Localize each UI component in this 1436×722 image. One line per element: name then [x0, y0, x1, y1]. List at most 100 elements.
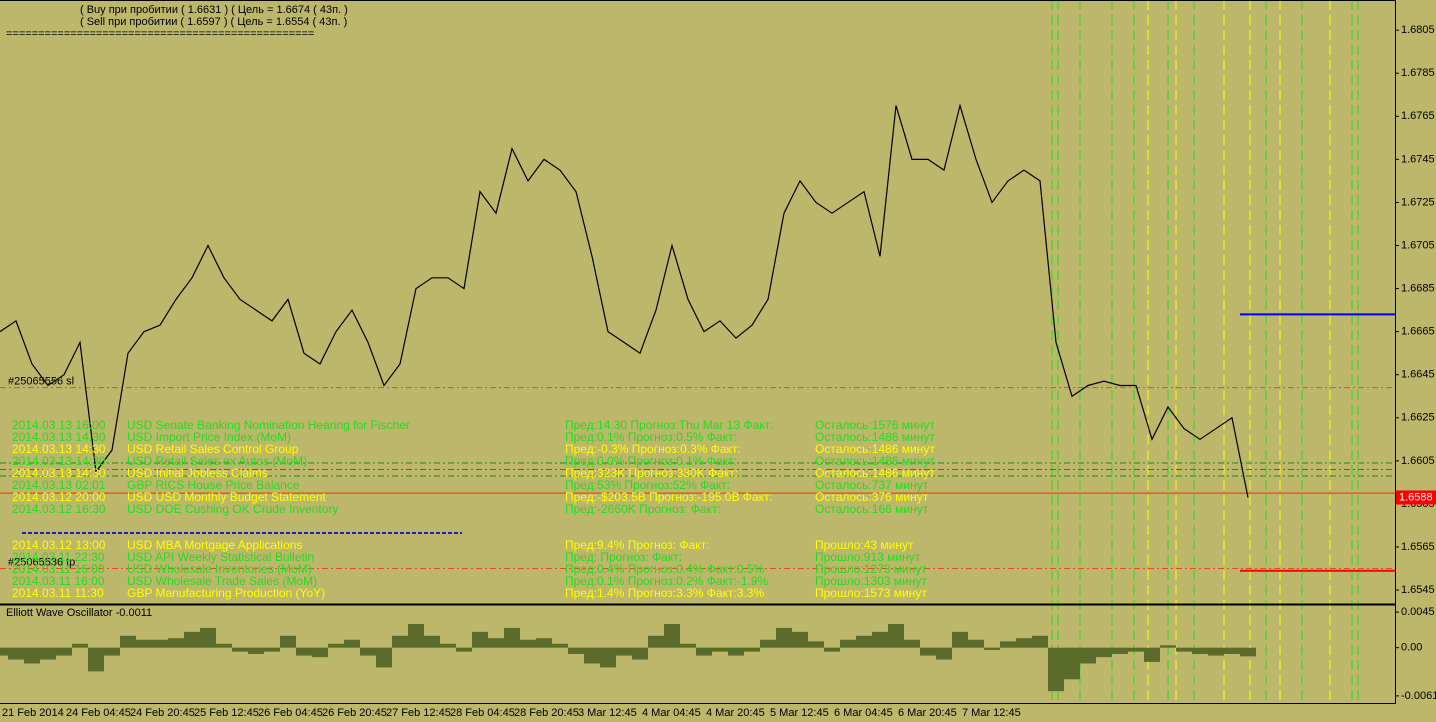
y-tick-label: 0.0045 [1401, 606, 1435, 618]
oscillator-bar [200, 627, 216, 648]
oscillator-bar [1240, 647, 1256, 657]
x-tick-label: 28 Feb 20:45 [514, 707, 579, 719]
news-time: Осталось:1576 минут [815, 418, 935, 432]
news-forecast: Пред:-$203.5B Прогноз:-195.0B Факт: [565, 490, 773, 504]
news-forecast: Пред:0.1% Прогноз:0.2% Факт:-1.9% [565, 574, 768, 588]
oscillator-bar [664, 623, 680, 648]
oscillator-bar [696, 647, 712, 656]
y-tick-label: 1.6625 [1401, 412, 1435, 424]
oscillator-bar [888, 623, 904, 648]
oscillator-bar [952, 631, 968, 648]
news-event: USD Retail Sales Control Group [127, 442, 299, 456]
news-table: 2014.03.13 16:00 USD Senate Banking Nomin… [12, 418, 935, 600]
oscillator-bar [632, 647, 648, 660]
oscillator-bar [552, 643, 568, 648]
x-tick-label: 4 Mar 20:45 [706, 707, 765, 719]
news-event: USD Retail Sales ex Autos (MoM) [127, 454, 307, 468]
oscillator-bar [872, 631, 888, 648]
oscillator-bar [1128, 647, 1144, 652]
news-forecast: Пред:-0.3% Прогноз:0.3% Факт: [565, 442, 741, 456]
oscillator-bar [1064, 647, 1080, 680]
oscillator-bar [264, 647, 280, 652]
y-tick-label: -0.0061 [1401, 690, 1436, 702]
news-date: 2014.03.12 16:30 [12, 502, 106, 516]
y-tick-label: 1.6805 [1401, 24, 1435, 36]
news-forecast: Пред:0.4% Прогноз:0.4% Факт:0.5% [565, 562, 764, 576]
price-line [0, 103, 1249, 498]
oscillator-bar [1032, 635, 1048, 648]
price-box [1396, 490, 1436, 505]
oscillator-bar [344, 639, 360, 648]
news-forecast: Пред:9.4% Прогноз: Факт: [565, 538, 709, 552]
news-time: Прошло:1303 минут [815, 574, 927, 588]
news-date: 2014.03.11 16:00 [12, 562, 105, 576]
oscillator-bar [648, 635, 664, 648]
oscillator-bar [1096, 647, 1112, 658]
news-time: Осталось:1486 минут [815, 454, 935, 468]
oscillator-bar [424, 635, 440, 648]
oscillator-bar [616, 647, 632, 656]
oscillator-bar [600, 647, 616, 668]
oscillator-bar [1112, 647, 1128, 654]
oscillator-title: Elliott Wave Oscillator -0.0011 [6, 607, 152, 619]
y-tick-label: 1.6765 [1401, 110, 1435, 122]
oscillator-bar [232, 647, 248, 652]
oscillator-bar [1000, 641, 1016, 648]
y-tick-label: 1.6605 [1401, 455, 1435, 467]
y-tick-label: 1.6725 [1401, 196, 1435, 208]
x-tick-label: 25 Feb 12:45 [194, 707, 259, 719]
news-time: Осталось:1486 минут [815, 466, 935, 480]
header-line: ( Sell при пробитии ( 1.6597 ) ( Цель = … [80, 16, 347, 28]
oscillator-bar [568, 647, 584, 654]
news-time: Осталось:376 минут [815, 490, 929, 504]
event-lines [1051, 0, 1359, 703]
oscillator-bar [136, 639, 152, 648]
news-forecast: Пред: Прогноз: Факт: [565, 550, 682, 564]
x-tick-label: 5 Mar 12:45 [770, 707, 829, 719]
level-label: #25065536 tp [8, 556, 75, 568]
news-time: Прошло:43 минут [815, 538, 914, 552]
header-line: ========================================… [6, 28, 314, 40]
news-event: USD API Weekly Statistical Bulletin [127, 550, 314, 564]
news-time: Осталось:737 минут [815, 478, 929, 492]
x-tick-label: 28 Feb 04:45 [450, 707, 515, 719]
news-event: USD USD Monthly Budget Statement [127, 490, 326, 504]
oscillator-bar [984, 647, 1000, 651]
news-date: 2014.03.11 16:00 [12, 574, 105, 588]
news-date: 2014.03.13 14:30 [12, 442, 106, 456]
news-forecast: Пред:53% Прогноз:52% Факт: [565, 478, 730, 492]
x-tick-label: 6 Mar 20:45 [898, 707, 957, 719]
news-date: 2014.03.13 02:01 [12, 478, 106, 492]
oscillator-bar [120, 635, 136, 648]
oscillator-bar [968, 639, 984, 648]
price-box-label: 1.6588 [1399, 491, 1433, 503]
oscillator-bar [536, 638, 552, 648]
news-forecast: Пред:0.1% Прогноз:0.5% Факт: [565, 430, 737, 444]
news-event: USD DOE Cushing OK Crude Inventory [127, 502, 338, 516]
oscillator-bar [280, 635, 296, 648]
oscillator-bar [0, 647, 8, 656]
oscillator-bar [40, 647, 56, 660]
oscillator-bar [328, 643, 344, 648]
oscillator-bar [840, 639, 856, 648]
news-date: 2014.03.13 14:30 [12, 430, 106, 444]
oscillator-bar [72, 643, 88, 648]
oscillator-bar [440, 643, 456, 648]
news-time: Прошло:1573 минут [815, 586, 927, 600]
oscillator-bar [728, 647, 744, 656]
news-event: GBP RICS House Price Balance [127, 478, 300, 492]
x-tick-label: 6 Mar 04:45 [834, 707, 893, 719]
y-tick-label: 1.6785 [1401, 67, 1435, 79]
oscillator-bar [24, 647, 40, 664]
oscillator-bar [1176, 647, 1192, 652]
oscillator-bar [296, 647, 312, 656]
x-tick-label: 24 Feb 04:45 [66, 707, 131, 719]
oscillator-bar [8, 647, 24, 660]
oscillator-bar [1016, 638, 1032, 648]
news-time: Осталось:1486 минут [815, 442, 935, 456]
y-tick-label: 1.6565 [1401, 541, 1435, 553]
header: ( Buy при пробитии ( 1.6631 ) ( Цель = 1… [6, 4, 348, 40]
oscillator-bar [168, 638, 184, 648]
